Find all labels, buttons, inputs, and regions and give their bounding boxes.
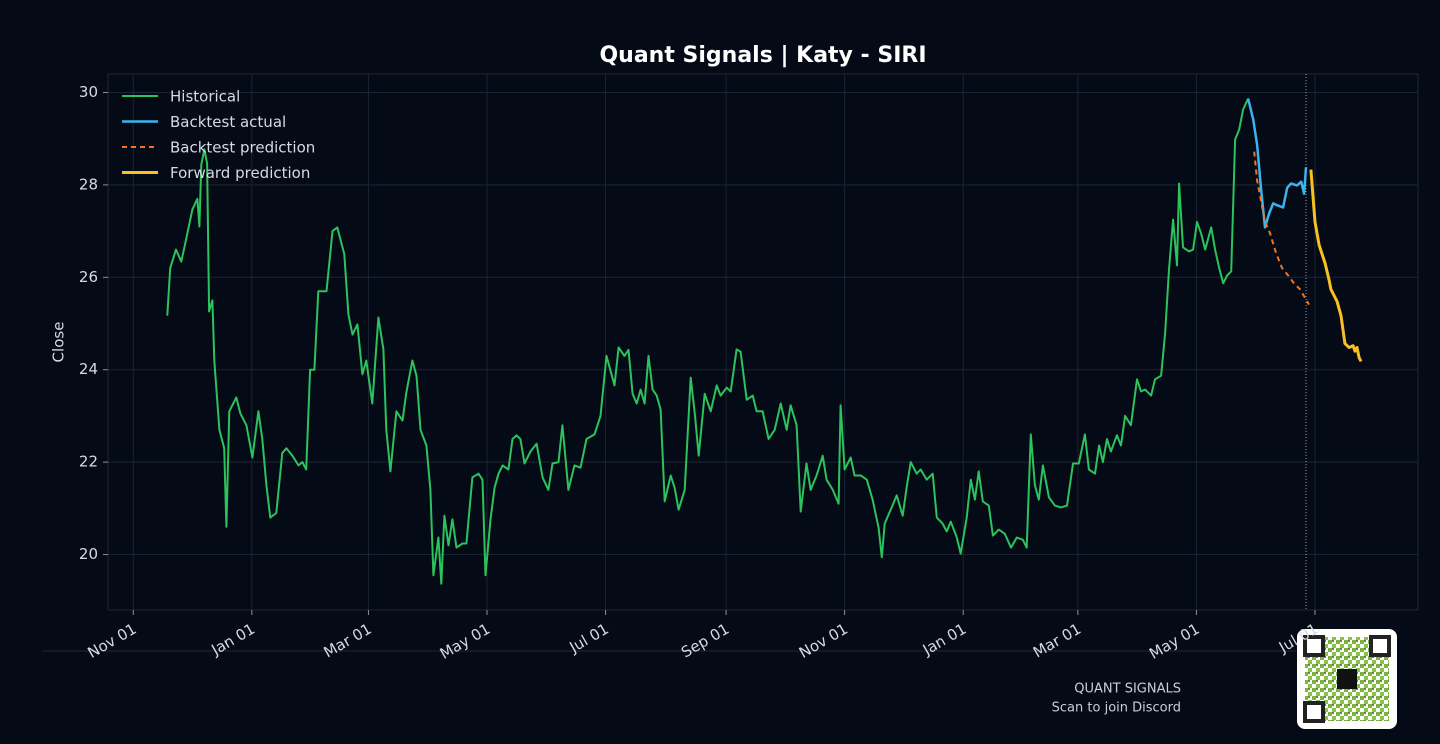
y-tick-label: 28: [79, 175, 98, 193]
y-tick-label: 22: [79, 453, 98, 471]
plot-frame: [107, 73, 1419, 611]
legend-label: Forward prediction: [170, 164, 310, 182]
qr-logo: [1337, 669, 1357, 689]
qr-finder: [1303, 635, 1325, 657]
legend-label: Backtest actual: [170, 113, 286, 131]
qr-finder: [1369, 635, 1391, 657]
legend-label: Historical: [170, 88, 240, 106]
footer-subtitle: Scan to join Discord: [1052, 701, 1181, 716]
footer-title: QUANT SIGNALS: [1074, 682, 1181, 697]
series-line: [166, 98, 1250, 585]
y-axis-label: Close: [50, 322, 68, 363]
series-line: [1253, 151, 1310, 306]
y-tick-label: 24: [79, 360, 98, 378]
series-line: [1309, 169, 1363, 363]
y-tick-label: 26: [79, 268, 98, 286]
y-tick-label: 30: [79, 83, 98, 101]
qr-code[interactable]: [1297, 629, 1397, 729]
series-line: [1246, 98, 1308, 229]
qr-finder: [1303, 701, 1325, 723]
chart-title: Quant Signals | Katy - SIRI: [599, 43, 926, 68]
y-tick-label: 20: [79, 545, 98, 563]
legend-label: Backtest prediction: [170, 139, 315, 157]
